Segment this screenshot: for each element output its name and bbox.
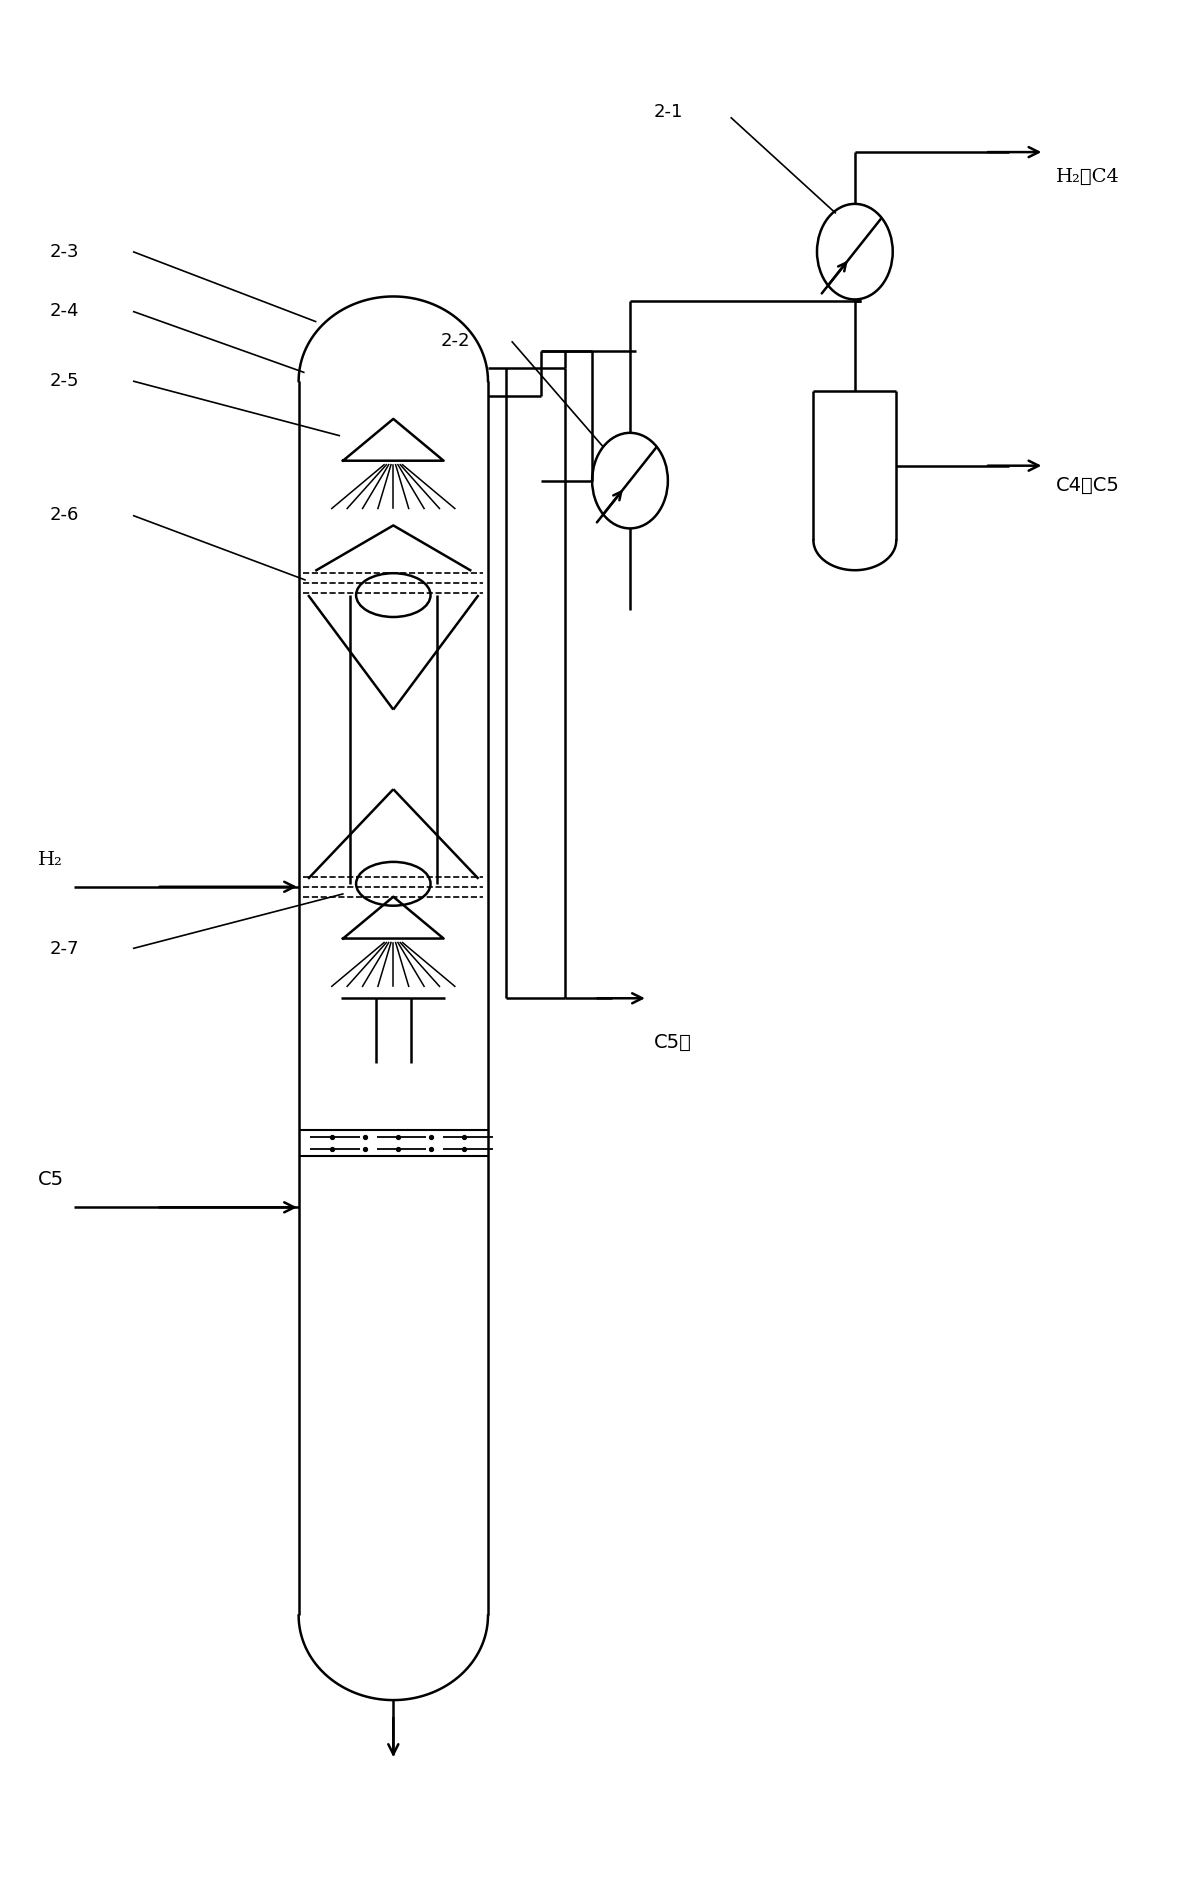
- Text: H₂、C4: H₂、C4: [1056, 169, 1120, 186]
- Text: 2-6: 2-6: [50, 506, 80, 524]
- Text: 2-7: 2-7: [50, 939, 80, 958]
- Text: C5: C5: [38, 1170, 64, 1189]
- Text: H₂: H₂: [38, 852, 63, 869]
- Text: 2-2: 2-2: [441, 332, 470, 351]
- Text: 2-5: 2-5: [50, 372, 80, 391]
- Text: 2-4: 2-4: [50, 302, 80, 321]
- Text: 2-3: 2-3: [50, 243, 80, 260]
- Text: C4、C5: C4、C5: [1056, 476, 1120, 495]
- Text: C5烃: C5烃: [654, 1034, 692, 1053]
- Text: 2-1: 2-1: [654, 102, 682, 121]
